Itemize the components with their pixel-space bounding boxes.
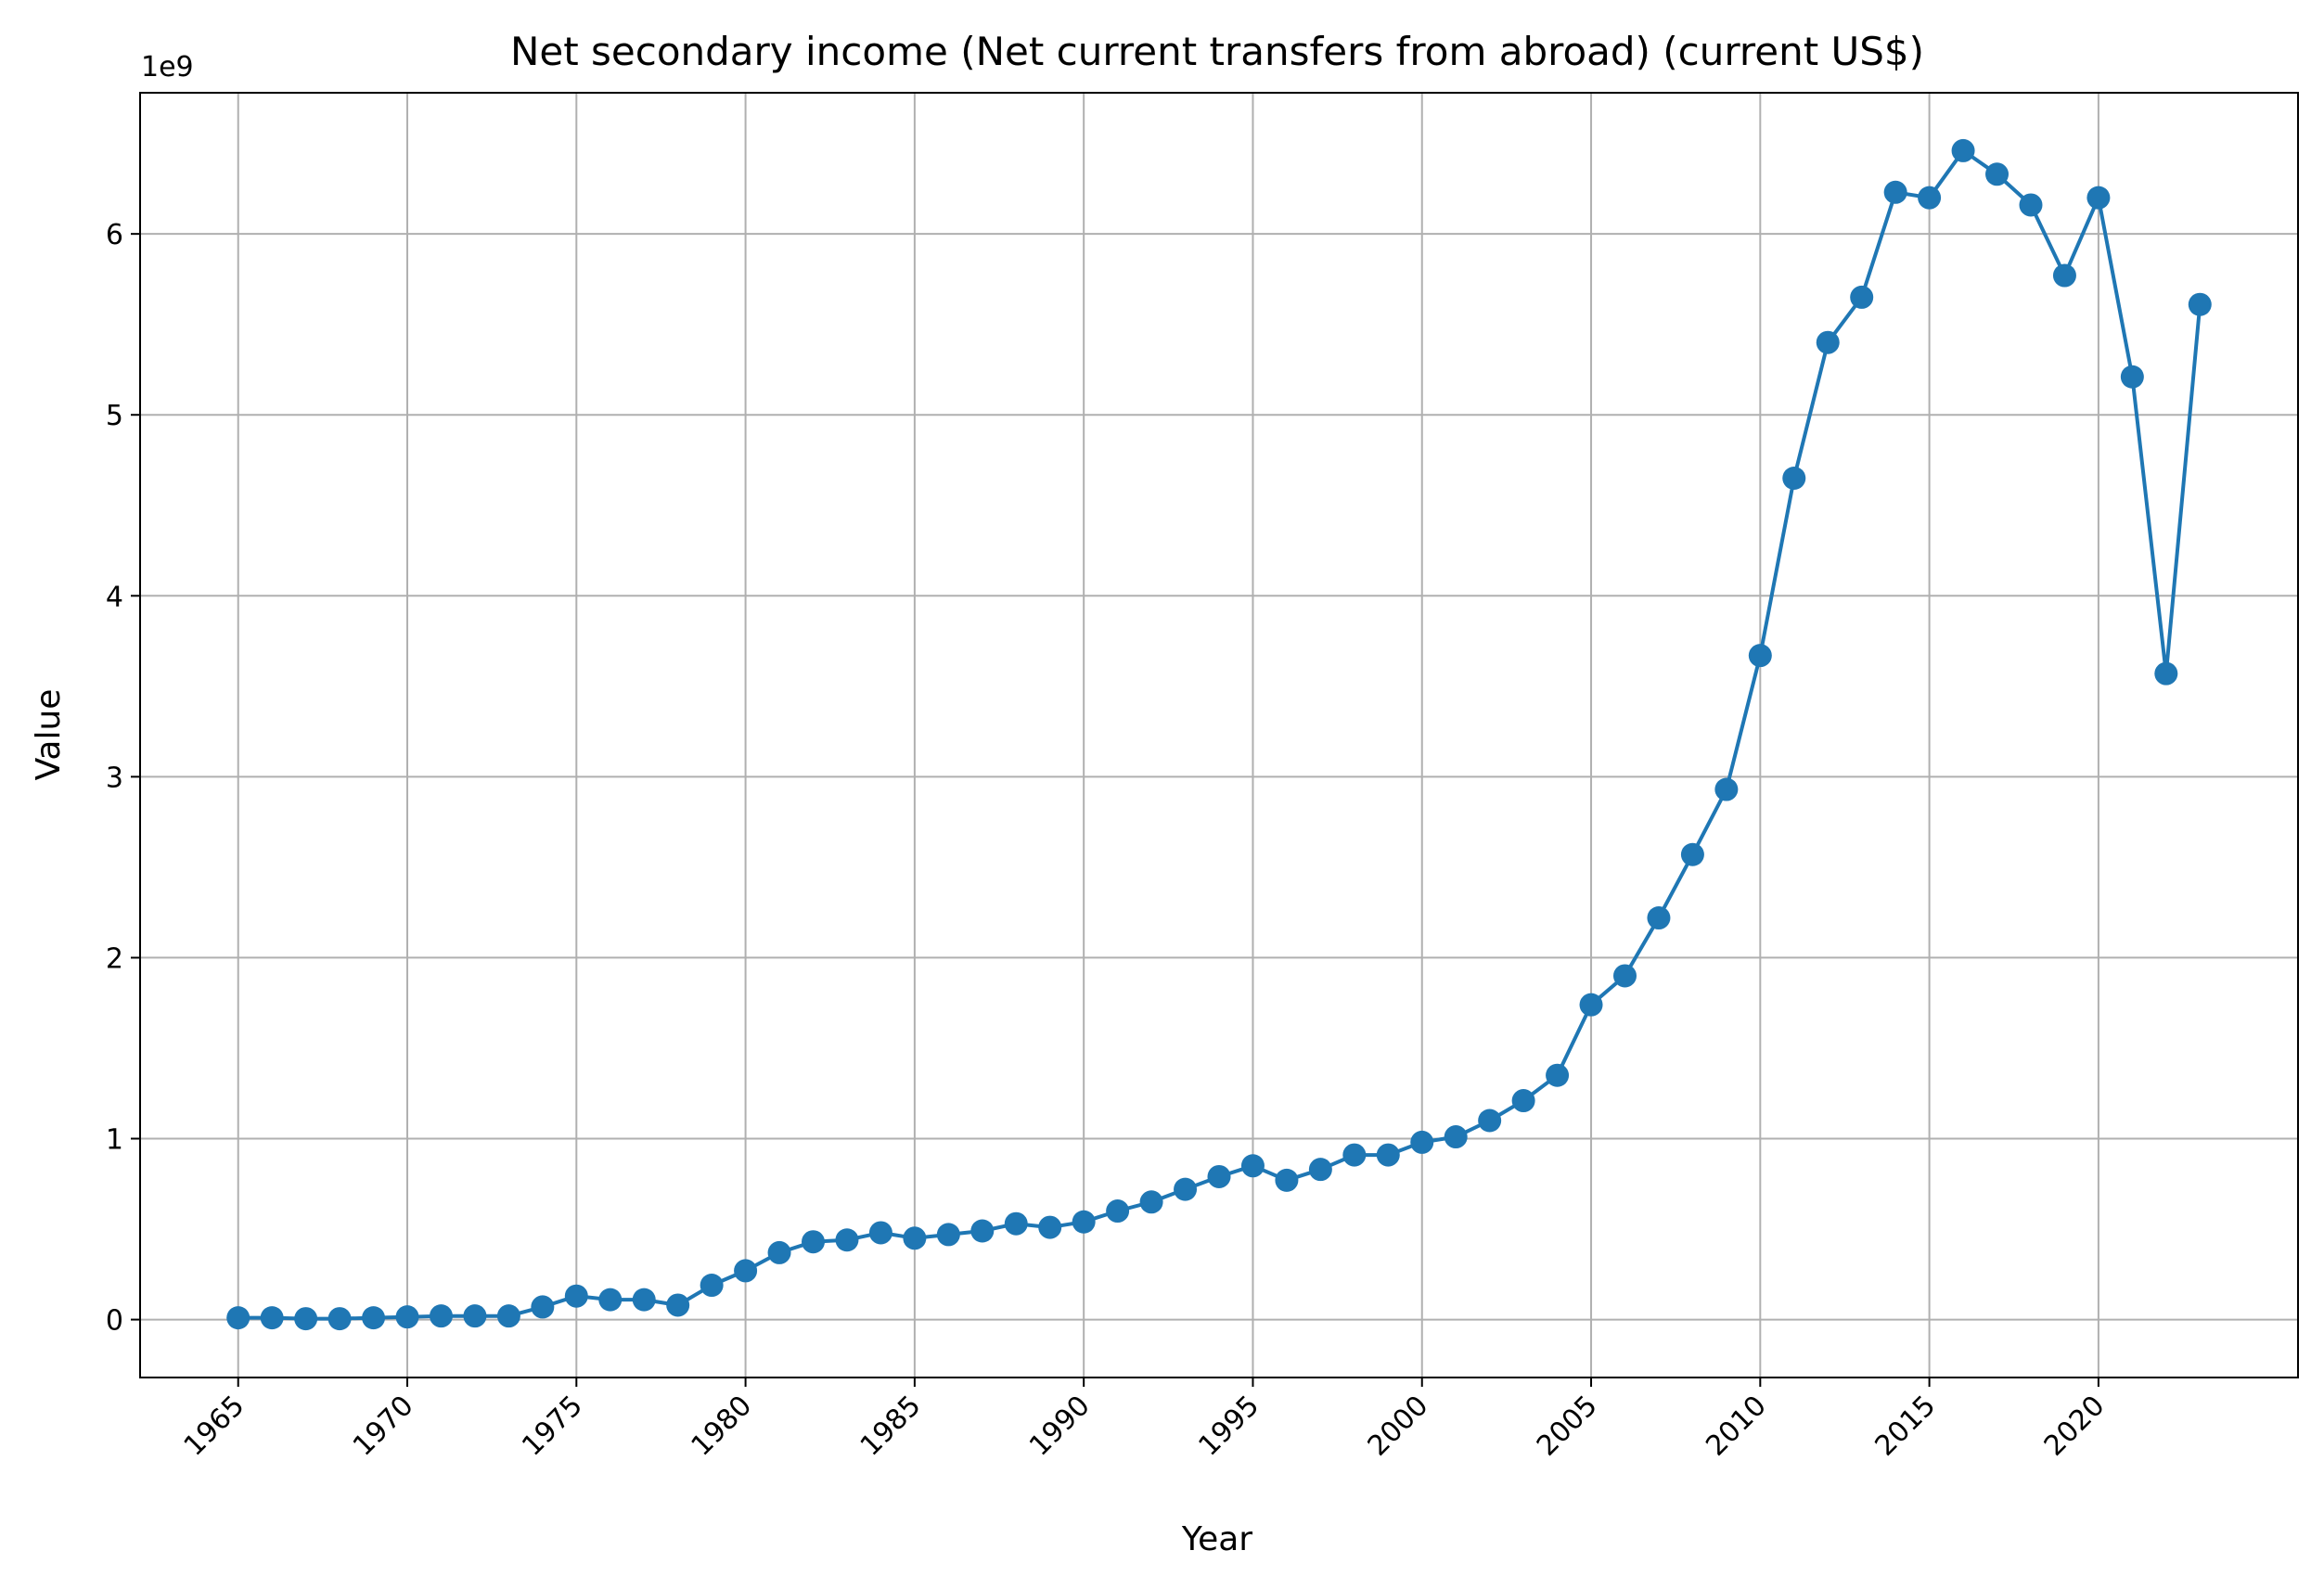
grid-lines (140, 93, 2298, 1378)
data-point (868, 1221, 892, 1245)
y-tick-label: 5 (106, 400, 123, 432)
data-point (1308, 1158, 1332, 1182)
data-point (598, 1288, 623, 1312)
data-point (2120, 365, 2144, 389)
data-point (1985, 162, 2009, 186)
y-tick-label: 2 (106, 942, 123, 975)
data-point (1072, 1210, 1096, 1234)
data-point (767, 1240, 791, 1264)
x-tick-label: 1970 (347, 1390, 420, 1463)
data-point (1918, 186, 1942, 210)
data-point (1410, 1130, 1434, 1154)
data-point (1546, 1063, 1570, 1087)
data-point (226, 1306, 250, 1330)
data-point (429, 1304, 453, 1328)
x-tick-label: 2010 (1700, 1390, 1773, 1463)
data-point (1850, 285, 1874, 309)
series-line (238, 148, 2202, 1321)
data-point (1004, 1211, 1028, 1236)
data-point (1038, 1215, 1062, 1239)
data-point (835, 1228, 859, 1252)
data-point (666, 1293, 690, 1317)
x-tick-label: 1985 (854, 1390, 928, 1463)
axis-offset-label: 1e9 (141, 51, 194, 83)
data-point (1207, 1164, 1231, 1188)
x-tick-label: 2000 (1362, 1390, 1435, 1463)
x-tick-label: 2005 (1531, 1390, 1604, 1463)
data-point (260, 1306, 284, 1330)
data-point (1816, 330, 1840, 354)
data-point (734, 1259, 758, 1283)
data-point (1106, 1199, 1130, 1224)
data-point (1342, 1143, 1367, 1167)
data-point (2052, 263, 2076, 288)
data-point (1883, 180, 1907, 204)
data-point (564, 1284, 588, 1308)
x-axis-label: Year (1181, 1520, 1252, 1558)
data-point (1511, 1089, 1535, 1113)
x-tick-label: 1990 (1023, 1390, 1097, 1463)
data-point (1444, 1125, 1468, 1149)
y-tick-label: 6 (106, 219, 123, 251)
data-point (1680, 842, 1704, 866)
data-point (1714, 777, 1739, 801)
data-point (2086, 186, 2111, 210)
data-point (2019, 193, 2043, 217)
x-tick-label: 1965 (178, 1390, 251, 1463)
x-tick-label: 2020 (2038, 1390, 2112, 1463)
data-point (395, 1305, 419, 1329)
chart-title: Net secondary income (Net current transf… (510, 29, 1924, 74)
data-point (531, 1295, 555, 1319)
data-point (1376, 1143, 1400, 1167)
y-tick-label: 4 (106, 581, 123, 613)
data-point (936, 1223, 960, 1247)
data-point (1240, 1154, 1265, 1178)
data-point (632, 1288, 656, 1312)
data-point (1275, 1168, 1299, 1192)
y-tick-label: 1 (106, 1124, 123, 1157)
data-point (294, 1307, 318, 1331)
data-point (1139, 1190, 1163, 1214)
x-tick-label: 1995 (1192, 1390, 1265, 1463)
y-axis-ticks: 0 1 2 3 4 5 6 (106, 219, 140, 1338)
data-point (1612, 964, 1637, 988)
data-point (1951, 138, 1975, 162)
y-tick-label: 3 (106, 762, 123, 794)
data-point (2188, 292, 2212, 316)
data-point (1174, 1177, 1198, 1201)
x-tick-label: 1980 (686, 1390, 759, 1463)
data-point (496, 1304, 520, 1328)
data-point (2154, 661, 2178, 686)
data-point (970, 1219, 995, 1243)
plot-frame (139, 92, 2299, 1378)
data-point (1478, 1108, 1502, 1133)
data-point (1579, 993, 1603, 1017)
data-point (463, 1304, 487, 1328)
data-point (327, 1307, 352, 1331)
data-point (1748, 644, 1772, 668)
y-axis-label: Value (30, 689, 68, 781)
data-point (802, 1230, 826, 1254)
data-point (362, 1306, 386, 1330)
data-point (903, 1226, 927, 1250)
data-point (1647, 906, 1671, 930)
x-tick-label: 1975 (516, 1390, 589, 1463)
data-point (1782, 467, 1806, 490)
data-point (700, 1274, 724, 1298)
x-axis-ticks: 1965 1970 1975 1980 1985 1990 1995 2000 2005 2010… (178, 1378, 2112, 1463)
x-tick-label: 2015 (1869, 1390, 1943, 1463)
data-series (226, 138, 2212, 1331)
y-tick-label: 0 (106, 1305, 123, 1338)
